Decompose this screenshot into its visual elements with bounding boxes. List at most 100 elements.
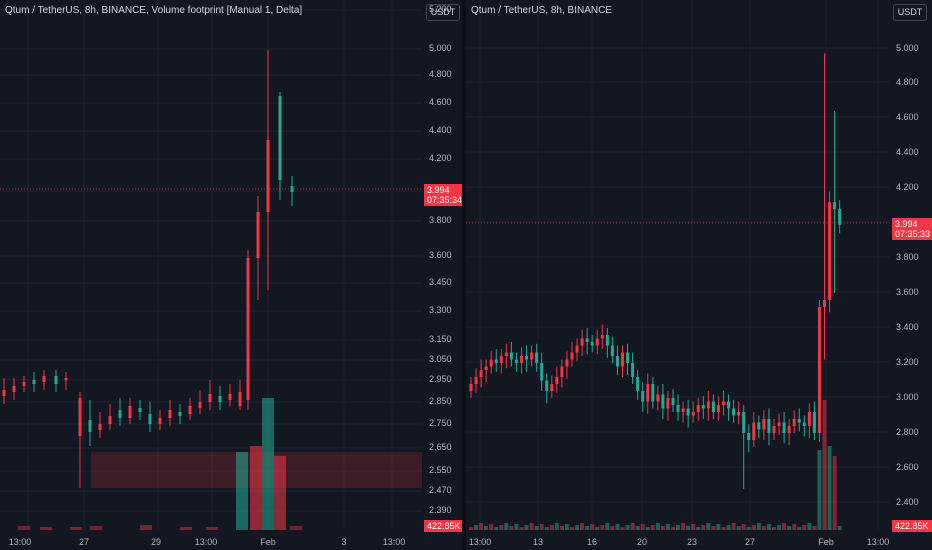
right-volume-bar <box>665 524 670 530</box>
right-candle <box>499 356 503 363</box>
left-candle <box>278 96 282 180</box>
right-volume-bar <box>751 525 756 530</box>
right-candle <box>838 209 842 225</box>
right-time-tick: 27 <box>744 537 756 547</box>
left-price-chart[interactable] <box>0 0 462 550</box>
right-last-price-tag: 3.994 07:35:33 <box>892 218 932 240</box>
left-candle <box>256 212 260 258</box>
left-candle <box>88 420 92 432</box>
right-candle <box>535 352 539 363</box>
left-volume-bar <box>40 527 52 530</box>
left-candle <box>138 408 142 412</box>
left-candle <box>168 410 172 418</box>
left-candle <box>32 380 36 384</box>
right-volume-bar <box>777 525 782 530</box>
right-volume-bar <box>590 524 595 530</box>
right-time-tick: 13:00 <box>468 537 492 547</box>
left-volume-bar <box>90 526 102 530</box>
right-candle <box>621 352 624 367</box>
right-candle <box>646 384 650 402</box>
left-time-tick: Feb <box>260 537 276 547</box>
right-volume-bar <box>832 456 837 530</box>
right-candle <box>494 359 498 363</box>
right-candle <box>782 422 786 433</box>
right-volume-bar <box>625 525 630 530</box>
right-candle <box>615 356 619 367</box>
right-volume-bar <box>812 526 817 530</box>
left-candle <box>238 392 242 406</box>
right-candle <box>626 352 630 363</box>
right-volume-bar <box>595 527 600 530</box>
left-candle <box>228 394 232 400</box>
right-volume-bar <box>479 523 484 530</box>
right-candle <box>570 352 574 360</box>
left-volume-bar <box>70 527 82 530</box>
right-volume-bar <box>802 525 807 530</box>
right-price-tick: 3.600 <box>896 287 919 297</box>
right-candle <box>469 384 473 391</box>
left-candle <box>198 402 202 408</box>
left-candle <box>128 406 132 418</box>
right-volume-bar <box>544 527 549 530</box>
right-volume-bar <box>711 526 716 530</box>
left-candle <box>2 390 6 396</box>
right-candle <box>666 398 670 409</box>
right-volume-bar <box>509 526 514 530</box>
pane-divider[interactable] <box>462 0 466 550</box>
left-price-tick: 5.200 <box>429 4 452 14</box>
left-price-tick: 2.470 <box>429 485 452 495</box>
left-price-tick: 2.650 <box>429 442 452 452</box>
right-candle <box>802 422 806 426</box>
right-chart-pane[interactable]: Qtum / TetherUS, 8h, BINANCE USDT 5.000 4… <box>466 0 932 550</box>
left-candle <box>118 410 122 418</box>
right-candle <box>797 419 801 423</box>
right-volume-bar <box>706 523 711 530</box>
right-volume-bar <box>529 523 534 530</box>
right-volume-bar <box>726 525 731 530</box>
left-price-tick: 5.000 <box>429 43 452 53</box>
right-candle <box>812 412 816 433</box>
right-price-tick: 3.800 <box>896 252 919 262</box>
left-time-tick: 29 <box>150 537 162 547</box>
right-volume-bar <box>660 526 665 530</box>
right-volume-bar <box>797 527 802 530</box>
left-currency-button[interactable]: USDT <box>426 4 460 21</box>
right-volume-bar <box>640 524 645 530</box>
left-time-tick: 13:00 <box>382 537 406 547</box>
right-volume-bar <box>534 526 539 530</box>
left-volume-bar <box>262 398 274 530</box>
right-volume-bar <box>650 525 655 530</box>
right-candle <box>792 419 796 426</box>
right-candle <box>828 202 832 300</box>
right-volume-bar <box>484 526 489 530</box>
right-candle <box>575 345 579 353</box>
right-price-tick: 4.400 <box>896 147 919 157</box>
right-volume-bar <box>676 525 681 530</box>
left-price-tick: 4.600 <box>429 97 452 107</box>
right-candle <box>676 405 680 412</box>
left-price-tick: 2.390 <box>429 505 452 515</box>
right-currency-button[interactable]: USDT <box>893 4 927 21</box>
left-chart-pane[interactable]: Qtum / TetherUS, 8h, BINANCE, Volume foo… <box>0 0 466 550</box>
right-volume-bar <box>610 526 615 530</box>
right-volume-bar <box>630 523 635 530</box>
right-volume-bar <box>499 525 504 530</box>
right-price-chart[interactable] <box>466 0 932 550</box>
right-candle <box>787 426 791 433</box>
right-candle <box>610 345 614 356</box>
right-volume-bar <box>696 527 701 530</box>
left-volume-bar <box>290 526 302 530</box>
left-candle <box>266 140 270 212</box>
left-time-tick: 13:00 <box>8 537 32 547</box>
right-time-tick: 16 <box>586 537 598 547</box>
left-candle <box>158 418 162 424</box>
right-time-tick: 13 <box>532 537 544 547</box>
right-candle <box>823 300 826 307</box>
left-price-tick: 4.200 <box>429 153 452 163</box>
right-volume-bar <box>489 524 494 530</box>
right-price-tick: 4.600 <box>896 112 919 122</box>
right-candle <box>762 419 766 430</box>
right-volume-bar <box>524 525 529 530</box>
left-price-tick: 3.600 <box>429 250 452 260</box>
left-candle <box>22 382 26 386</box>
